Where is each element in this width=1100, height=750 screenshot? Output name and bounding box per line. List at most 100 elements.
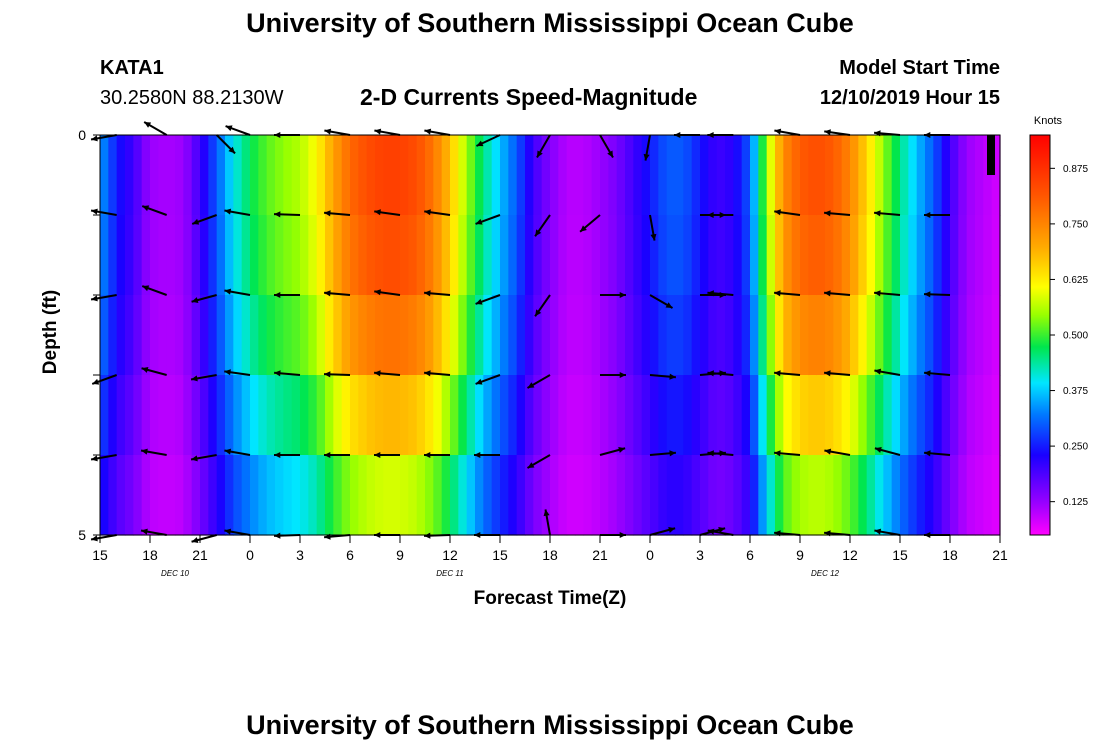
heatmap-cell (375, 135, 384, 216)
heatmap-cell (658, 455, 668, 536)
heatmap-cell (758, 295, 768, 376)
heatmap-cell (583, 455, 593, 536)
x-tick-label: 21 (992, 547, 1008, 563)
heatmap-cell (675, 295, 684, 376)
heatmap-cell (691, 135, 701, 216)
heatmap-cell (625, 135, 634, 216)
current-vector (274, 451, 300, 459)
heatmap-cell (958, 215, 968, 296)
heatmap-cell (191, 295, 201, 376)
heatmap-cell (866, 135, 876, 216)
heatmap-cell (791, 135, 801, 216)
heatmap-cell (650, 295, 659, 376)
heatmap-cell (258, 375, 268, 456)
heatmap-cell (900, 215, 909, 296)
colorbar-tick-label: 0.500 (1063, 331, 1088, 342)
heatmap-cell (891, 215, 901, 296)
heatmap-cell (308, 375, 318, 456)
heatmap-cell (958, 135, 968, 216)
current-vector (874, 290, 901, 297)
heatmap-cell (958, 375, 968, 456)
heatmap-cell (816, 215, 826, 296)
heatmap-cell (358, 215, 368, 296)
current-vector (643, 134, 651, 161)
current-vector (191, 534, 217, 544)
heatmap-cell (500, 215, 509, 296)
heatmap-cell (333, 135, 343, 216)
heatmap-cell (108, 295, 118, 376)
heatmap-cell (316, 135, 326, 216)
x-tick-label: 21 (592, 547, 608, 563)
x-tick-label: 21 (192, 547, 208, 563)
heatmap-cell (566, 135, 576, 216)
heatmap-cell (225, 455, 234, 536)
day-label: DEC 11 (436, 569, 463, 578)
station-coords: 30.2580N 88.2130W (100, 87, 284, 109)
heatmap-cell (641, 135, 651, 216)
heatmap-cell (275, 375, 284, 456)
current-vector (225, 125, 251, 136)
heatmap-cell (666, 375, 676, 456)
heatmap-cell (208, 295, 218, 376)
current-vector (424, 290, 451, 297)
heatmap-cell (633, 375, 643, 456)
heatmap-cell (308, 135, 318, 216)
heatmap-cell (458, 375, 468, 456)
heatmap-cell (541, 215, 551, 296)
heatmap-cell (625, 455, 634, 536)
heatmap-cell (875, 295, 884, 376)
heatmap-cell (441, 375, 451, 456)
colorbar-tick-label: 0.375 (1063, 386, 1088, 397)
heatmap-cell (841, 135, 851, 216)
heatmap-cell (866, 295, 876, 376)
heatmap-cell (891, 375, 901, 456)
current-vector (874, 210, 901, 217)
heatmap-cell (850, 455, 859, 536)
current-vector (474, 451, 500, 459)
colorbar (1029, 134, 1051, 536)
heatmap-cell (575, 375, 584, 456)
heatmap-cell (158, 375, 168, 456)
heatmap-cell (750, 375, 759, 456)
current-vector (90, 454, 117, 462)
heatmap-cell (108, 455, 118, 536)
current-vector (824, 290, 851, 297)
heatmap-cell (391, 295, 401, 376)
heatmap-cell (116, 455, 126, 536)
heatmap-cell (141, 295, 151, 376)
current-vector (707, 370, 734, 377)
x-tick-label: 18 (942, 547, 958, 563)
heatmap-cell (108, 215, 118, 296)
heatmap-cell (183, 215, 193, 296)
heatmap-cell (650, 455, 659, 536)
heatmap-cell (666, 215, 676, 296)
current-vector (274, 291, 300, 299)
heatmap-cell (950, 135, 959, 216)
heatmap-cell (333, 375, 343, 456)
heatmap-cell (416, 455, 426, 536)
heatmap-cell (983, 295, 993, 376)
heatmap-cell (583, 215, 593, 296)
colorbar-ticks: 0.125 0.250 0.375 0.500 0.625 0.750 0.875 (1050, 164, 1088, 508)
current-vector (91, 374, 118, 385)
current-vector (774, 209, 801, 216)
heatmap-cell (475, 135, 484, 216)
heatmap-cell (908, 215, 918, 296)
current-vector (224, 288, 251, 296)
heatmap-cell (158, 215, 168, 296)
heatmap-cell (366, 215, 376, 296)
heatmap-cell (291, 135, 301, 216)
heatmap-cell (775, 455, 784, 536)
current-vector (600, 291, 626, 299)
heatmap-cell (991, 135, 1001, 216)
heatmap-cell (900, 295, 909, 376)
heatmap-cell (541, 135, 551, 216)
heatmap-cell (433, 375, 443, 456)
heatmap-cell (691, 455, 701, 536)
heatmap-cell (208, 455, 218, 536)
heatmap-cell (658, 375, 668, 456)
heatmap-cell (441, 295, 451, 376)
heatmap-cell (866, 375, 876, 456)
heatmap-cell (616, 215, 626, 296)
heatmap-cell (400, 215, 409, 296)
